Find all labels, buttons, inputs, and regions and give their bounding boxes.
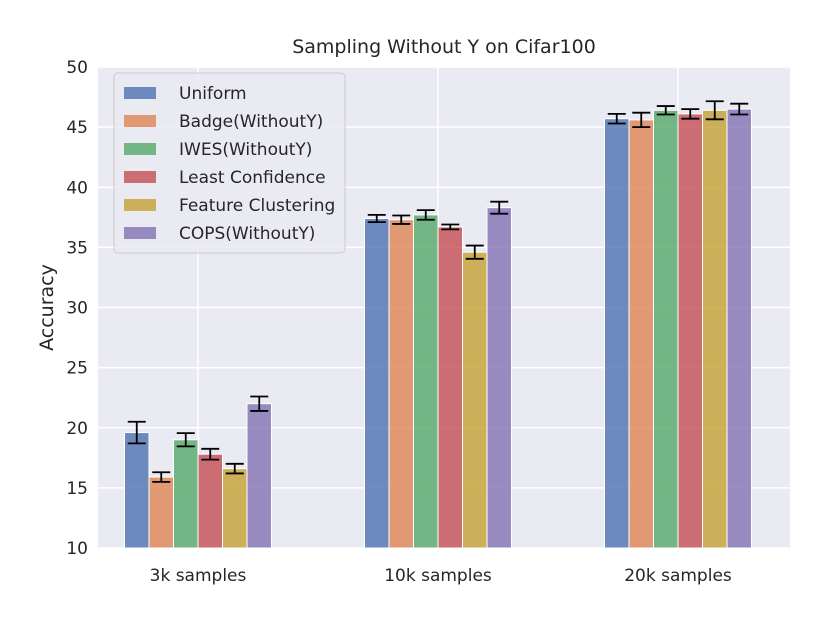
x-tick-label: 3k samples: [150, 566, 247, 586]
legend-box: [113, 72, 346, 254]
legend-label: COPS(WithoutY): [179, 224, 315, 244]
legend-label: IWES(WithoutY): [179, 140, 312, 160]
legend-swatch: [124, 199, 156, 211]
bar: [197, 453, 223, 549]
x-tick-label: 20k samples: [624, 566, 732, 586]
legend-swatch: [124, 87, 156, 99]
legend-swatch: [124, 143, 156, 155]
bar: [726, 108, 752, 549]
bar: [222, 468, 248, 549]
x-tick-labels: 3k samples 10k samples 20k samples: [150, 566, 732, 586]
y-tick-label: 30: [66, 299, 88, 319]
legend-label: Uniform: [179, 84, 247, 104]
legend-swatch: [124, 171, 156, 183]
bar: [628, 119, 654, 549]
y-tick-label: 40: [66, 178, 88, 198]
x-tick-label: 10k samples: [384, 566, 492, 586]
y-tick-label: 10: [66, 539, 88, 559]
legend-swatch: [124, 115, 156, 127]
bar: [462, 251, 488, 549]
y-tick-label: 25: [66, 359, 88, 379]
bar: [604, 118, 630, 549]
y-tick-label: 45: [66, 118, 88, 138]
bar: [364, 218, 390, 549]
y-tick-labels: 10 15 20 25 30 35 40 45 50: [66, 58, 88, 559]
bar: [413, 214, 439, 549]
legend-label: Least Confidence: [179, 168, 326, 188]
bar: [124, 432, 150, 549]
bar: [486, 207, 512, 549]
legend-swatch: [124, 227, 156, 239]
bar: [437, 226, 463, 549]
legend-label: Badge(WithoutY): [179, 112, 323, 132]
y-tick-label: 50: [66, 58, 88, 78]
y-tick-label: 20: [66, 419, 88, 439]
bar: [173, 439, 199, 549]
legend: Uniform Badge(WithoutY) IWES(WithoutY) Leas…: [113, 72, 346, 254]
y-tick-label: 35: [66, 238, 88, 258]
bar: [702, 109, 728, 549]
legend-label: Feature Clustering: [179, 196, 335, 216]
bar: [246, 403, 272, 549]
bars-group: [124, 108, 752, 549]
bar: [653, 109, 679, 549]
bar: [677, 113, 703, 549]
y-tick-label: 15: [66, 479, 88, 499]
error-bars-group: [127, 100, 749, 483]
bar: [148, 476, 174, 549]
y-axis-label: Accuracy: [36, 264, 58, 351]
chart-title: Sampling Without Y on Cifar100: [292, 36, 596, 58]
bar: [388, 219, 414, 549]
